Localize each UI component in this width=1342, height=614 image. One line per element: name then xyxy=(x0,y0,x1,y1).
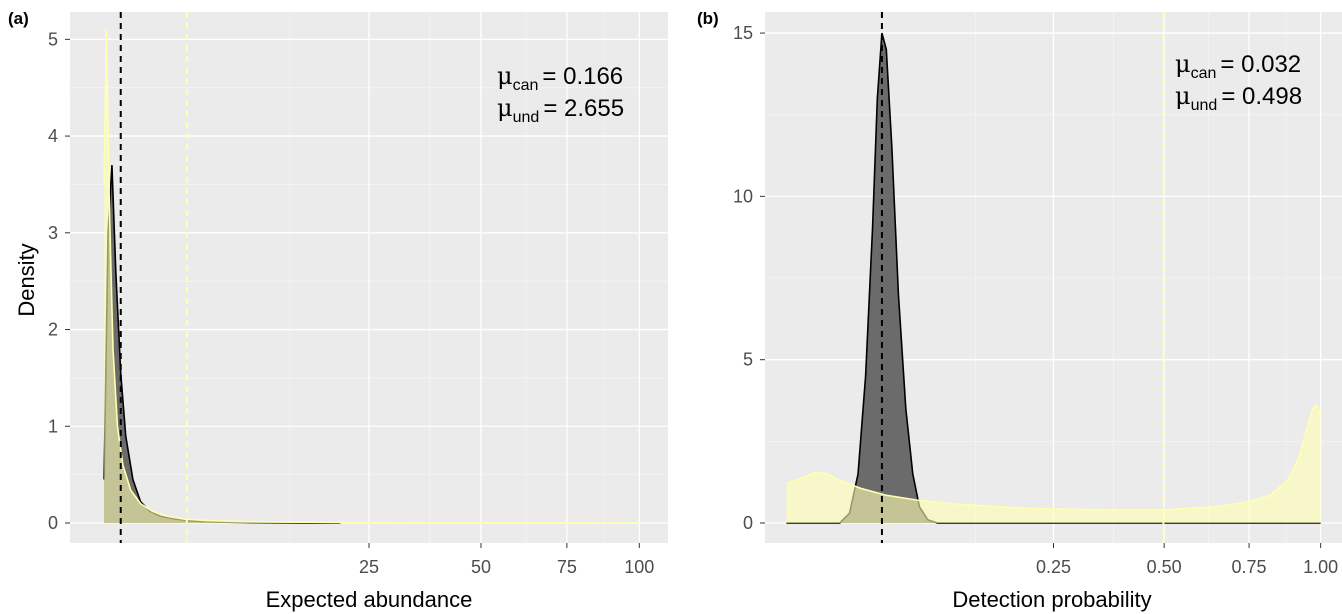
y-tick-label: 3 xyxy=(48,223,58,243)
y-tick-label: 1 xyxy=(48,416,58,436)
panel-b-mu-can-subscript: can xyxy=(1191,65,1217,82)
y-tick-label: 10 xyxy=(733,186,753,206)
y-tick-label: 15 xyxy=(733,23,753,43)
panel-b-mu-und-value: = 0.498 xyxy=(1221,83,1302,110)
panel-a-mu-und-value: = 2.655 xyxy=(543,95,624,122)
panel-a-x-axis-title: Expected abundance xyxy=(266,587,473,612)
panel-a-mean-annotation: μcan = 0.166 μund = 2.655 xyxy=(497,62,624,126)
panel-a-mu-can-subscript: can xyxy=(513,77,539,94)
panel-b-detection-probability: 0 5 10 15 0.25 0.50 0.75 1.00 (b) Detection pro… xyxy=(697,9,1342,612)
panel-a-y-axis-title: Density xyxy=(14,243,39,316)
panel-b-mu-und-subscript: und xyxy=(1191,97,1218,114)
panel-b-mu-und-symbol: μ xyxy=(1175,82,1191,110)
density-area-und xyxy=(786,405,1321,523)
panel-a-mu-und-subscript: und xyxy=(513,109,540,126)
density-line-und xyxy=(103,29,640,524)
svg-text:μcan= 0.166: μcan = 0.166 xyxy=(497,62,623,94)
y-tick-label: 0 xyxy=(743,513,753,533)
panel-b-mu-can-symbol: μ xyxy=(1175,50,1191,78)
x-tick-label: 25 xyxy=(359,557,379,577)
svg-text:μcan= 0.032: μcan = 0.032 xyxy=(1175,50,1301,82)
panel-a-label: (a) xyxy=(8,9,29,28)
panel-a-mu-can-symbol: μ xyxy=(497,62,513,90)
panel-a-mean-lines xyxy=(119,12,188,543)
y-tick-label: 2 xyxy=(48,320,58,340)
density-area-can xyxy=(786,33,1321,523)
x-tick-label: 75 xyxy=(557,557,577,577)
panel-b-axis-ticks: 0 5 10 15 0.25 0.50 0.75 1.00 xyxy=(733,23,1338,577)
panel-b-mean-lines xyxy=(880,12,1165,543)
panel-b-mean-annotation: μcan = 0.032 μund = 0.498 xyxy=(1175,50,1302,114)
panel-b-mu-can-value: = 0.032 xyxy=(1220,51,1301,78)
panel-a-mu-und-symbol: μ xyxy=(497,94,513,122)
x-tick-label: 50 xyxy=(471,557,491,577)
panel-b-x-axis-title: Detection probability xyxy=(952,587,1151,612)
y-tick-label: 4 xyxy=(48,126,58,146)
x-tick-label: 1.00 xyxy=(1303,557,1338,577)
x-tick-label: 0.25 xyxy=(1036,557,1071,577)
panel-a-axis-ticks: 0 1 2 3 4 5 25 50 75 100 xyxy=(48,29,654,577)
panel-a-density-areas xyxy=(103,29,640,524)
y-tick-label: 5 xyxy=(48,29,58,49)
x-tick-label: 100 xyxy=(624,557,654,577)
x-tick-label: 0.75 xyxy=(1232,557,1267,577)
y-tick-label: 0 xyxy=(48,513,58,533)
panel-b-density-areas xyxy=(786,32,1322,524)
density-line-und xyxy=(786,404,1322,511)
panel-b-label: (b) xyxy=(697,9,719,28)
svg-text:μund= 0.498: μund = 0.498 xyxy=(1175,82,1302,114)
x-tick-label: 0.50 xyxy=(1147,557,1182,577)
svg-text:μund= 2.655: μund = 2.655 xyxy=(497,94,624,126)
panel-a-mu-can-value: = 0.166 xyxy=(542,63,623,90)
y-tick-label: 5 xyxy=(743,350,753,370)
panel-a-expected-abundance: 0 1 2 3 4 5 25 50 75 100 (a) Expected abundance D… xyxy=(8,9,668,612)
